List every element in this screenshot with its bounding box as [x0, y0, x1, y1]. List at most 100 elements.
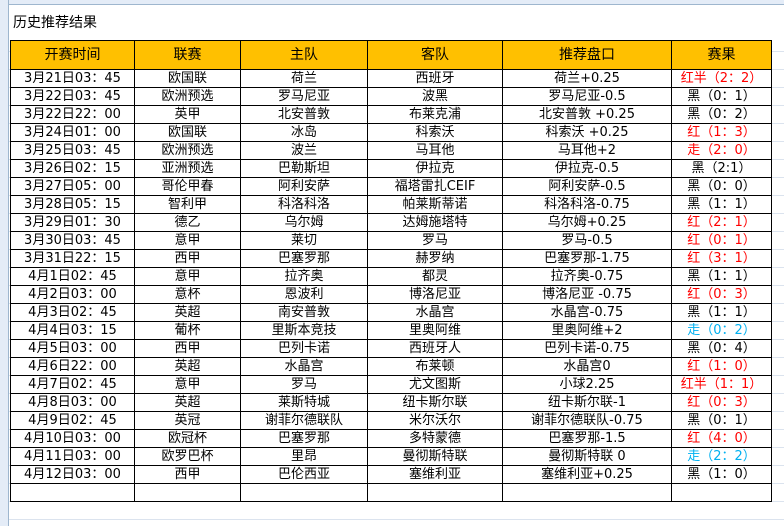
time-cell[interactable]: 4月9日02：45: [10, 411, 135, 430]
empty-cell[interactable]: [671, 483, 772, 502]
time-cell[interactable]: 3月22日03：45: [10, 87, 135, 106]
time-cell[interactable]: 3月30日03：45: [10, 231, 135, 250]
league-cell[interactable]: 英冠: [134, 411, 241, 430]
result-cell[interactable]: 黑（0：0）: [671, 177, 772, 196]
league-cell[interactable]: 德乙: [134, 213, 241, 232]
pick-cell[interactable]: 谢菲尔德联队-0.75: [502, 411, 672, 430]
home-cell[interactable]: 莱斯特城: [240, 393, 368, 412]
result-cell[interactable]: 红（3：1）: [671, 249, 772, 268]
result-cell[interactable]: 红（0：1）: [671, 231, 772, 250]
header-time[interactable]: 开赛时间: [10, 40, 135, 70]
home-cell[interactable]: 恩波利: [240, 285, 368, 304]
league-cell[interactable]: 意甲: [134, 231, 241, 250]
pick-cell[interactable]: 罗马尼亚-0.5: [502, 87, 672, 106]
pick-cell[interactable]: 曼彻斯特联 0: [502, 447, 672, 466]
pick-cell[interactable]: 水晶宫0: [502, 357, 672, 376]
home-cell[interactable]: 巴塞罗那: [240, 249, 368, 268]
result-cell[interactable]: 黑（1：1）: [671, 267, 772, 286]
league-cell[interactable]: 欧国联: [134, 123, 241, 142]
league-cell[interactable]: 英甲: [134, 105, 241, 124]
league-cell[interactable]: 葡杯: [134, 321, 241, 340]
pick-cell[interactable]: 科洛科洛-0.75: [502, 195, 672, 214]
home-cell[interactable]: 荷兰: [240, 69, 368, 88]
pick-cell[interactable]: 北安普敦 +0.25: [502, 105, 672, 124]
header-league[interactable]: 联赛: [134, 40, 241, 70]
result-cell[interactable]: 黑（0：4）: [671, 339, 772, 358]
result-cell[interactable]: 红（2：1）: [671, 213, 772, 232]
away-cell[interactable]: 罗马: [367, 231, 503, 250]
result-cell[interactable]: 红（1：0）: [671, 357, 772, 376]
header-result[interactable]: 赛果: [671, 40, 772, 70]
empty-cell[interactable]: [240, 483, 368, 502]
away-cell[interactable]: 帕莱斯蒂诺: [367, 195, 503, 214]
away-cell[interactable]: 达姆施塔特: [367, 213, 503, 232]
away-cell[interactable]: 博洛尼亚: [367, 285, 503, 304]
league-cell[interactable]: 英超: [134, 393, 241, 412]
time-cell[interactable]: 4月4日03：15: [10, 321, 135, 340]
league-cell[interactable]: 欧冠杯: [134, 429, 241, 448]
away-cell[interactable]: 布莱顿: [367, 357, 503, 376]
home-cell[interactable]: 巴塞罗那: [240, 429, 368, 448]
result-cell[interactable]: 黑（2:1）: [671, 159, 772, 178]
home-cell[interactable]: 巴勒斯坦: [240, 159, 368, 178]
pick-cell[interactable]: 里奥阿维+2: [502, 321, 672, 340]
pick-cell[interactable]: 塞维利亚+0.25: [502, 465, 672, 484]
home-cell[interactable]: 里斯本竞技: [240, 321, 368, 340]
time-cell[interactable]: 3月29日01：30: [10, 213, 135, 232]
pick-cell[interactable]: 水晶宫-0.75: [502, 303, 672, 322]
time-cell[interactable]: 4月5日03：00: [10, 339, 135, 358]
away-cell[interactable]: 西班牙: [367, 69, 503, 88]
time-cell[interactable]: 3月26日02：15: [10, 159, 135, 178]
empty-cell[interactable]: [367, 483, 503, 502]
home-cell[interactable]: 水晶宫: [240, 357, 368, 376]
pick-cell[interactable]: 荷兰+0.25: [502, 69, 672, 88]
time-cell[interactable]: 3月27日05：00: [10, 177, 135, 196]
away-cell[interactable]: 多特蒙德: [367, 429, 503, 448]
pick-cell[interactable]: 小球2.25: [502, 375, 672, 394]
home-cell[interactable]: 莱切: [240, 231, 368, 250]
away-cell[interactable]: 波黑: [367, 87, 503, 106]
time-cell[interactable]: 4月2日03：00: [10, 285, 135, 304]
league-cell[interactable]: 亚洲预选: [134, 159, 241, 178]
time-cell[interactable]: 4月8日03：00: [10, 393, 135, 412]
home-cell[interactable]: 拉齐奥: [240, 267, 368, 286]
result-cell[interactable]: 走（2：2）: [671, 447, 772, 466]
result-cell[interactable]: 黑（1：1）: [671, 303, 772, 322]
league-cell[interactable]: 哥伦甲春: [134, 177, 241, 196]
time-cell[interactable]: 4月7日02：45: [10, 375, 135, 394]
league-cell[interactable]: 智利甲: [134, 195, 241, 214]
home-cell[interactable]: 乌尔姆: [240, 213, 368, 232]
result-cell[interactable]: 黑（0：1）: [671, 87, 772, 106]
time-cell[interactable]: 4月3日02：45: [10, 303, 135, 322]
pick-cell[interactable]: 纽卡斯尔联-1: [502, 393, 672, 412]
result-cell[interactable]: 走（0：2）: [671, 321, 772, 340]
home-cell[interactable]: 罗马: [240, 375, 368, 394]
pick-cell[interactable]: 乌尔姆+0.25: [502, 213, 672, 232]
away-cell[interactable]: 布莱克浦: [367, 105, 503, 124]
result-cell[interactable]: 红（0：3）: [671, 285, 772, 304]
home-cell[interactable]: 冰岛: [240, 123, 368, 142]
away-cell[interactable]: 纽卡斯尔联: [367, 393, 503, 412]
away-cell[interactable]: 水晶宫: [367, 303, 503, 322]
home-cell[interactable]: 谢菲尔德联队: [240, 411, 368, 430]
pick-cell[interactable]: 博洛尼亚 -0.75: [502, 285, 672, 304]
league-cell[interactable]: 西甲: [134, 249, 241, 268]
result-cell[interactable]: 红半（2：2）: [671, 69, 772, 88]
result-cell[interactable]: 红（4：0）: [671, 429, 772, 448]
pick-cell[interactable]: 伊拉克-0.5: [502, 159, 672, 178]
result-cell[interactable]: 黑（0：1）: [671, 411, 772, 430]
result-cell[interactable]: 黑（0：2）: [671, 105, 772, 124]
away-cell[interactable]: 曼彻斯特联: [367, 447, 503, 466]
home-cell[interactable]: 巴伦西亚: [240, 465, 368, 484]
league-cell[interactable]: 意甲: [134, 375, 241, 394]
result-cell[interactable]: 黑（1：0）: [671, 465, 772, 484]
home-cell[interactable]: 南安普敦: [240, 303, 368, 322]
pick-cell[interactable]: 阿利安萨-0.5: [502, 177, 672, 196]
league-cell[interactable]: 欧罗巴杯: [134, 447, 241, 466]
header-away[interactable]: 客队: [367, 40, 503, 70]
league-cell[interactable]: 欧洲预选: [134, 141, 241, 160]
away-cell[interactable]: 米尔沃尔: [367, 411, 503, 430]
league-cell[interactable]: 西甲: [134, 465, 241, 484]
header-home[interactable]: 主队: [240, 40, 368, 70]
away-cell[interactable]: 伊拉克: [367, 159, 503, 178]
